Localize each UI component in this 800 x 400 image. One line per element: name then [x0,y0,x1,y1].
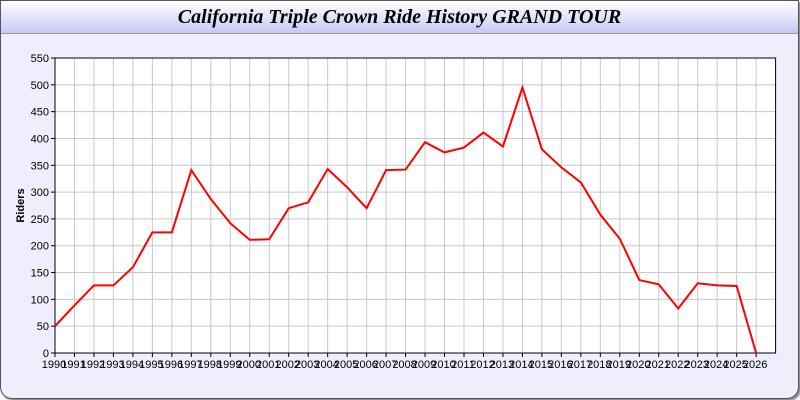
y-tick-label: 500 [31,80,49,92]
x-tick-label: 2005 [334,359,358,371]
x-tick-label: 1996 [159,359,183,371]
x-tick-label: 2001 [256,359,280,371]
x-tick-label: 2010 [431,359,455,371]
y-tick-label: 400 [31,133,49,145]
y-axis-label: Riders [15,188,27,222]
x-tick-label: 2016 [548,359,572,371]
x-tick-label: 2015 [529,359,553,371]
y-tick-label: 150 [31,268,49,280]
x-tick-label: 2019 [607,359,631,371]
x-tick-label: 2025 [723,359,747,371]
x-tick-label: 2004 [314,359,338,371]
x-tick-label: 2024 [704,359,728,371]
x-tick-label: 1992 [81,359,105,371]
x-tick-label: 2003 [295,359,319,371]
plot-border [54,57,777,354]
x-tick-label: 2022 [665,359,689,371]
x-tick-label: 1999 [217,359,241,371]
x-tick-label: 1997 [178,359,202,371]
x-tick-label: 2017 [568,359,592,371]
x-tick-label: 2018 [587,359,611,371]
x-tick-label: 1994 [120,359,144,371]
x-tick-label: 2021 [646,359,670,371]
y-tick-label: 550 [31,53,49,65]
y-tick-label: 350 [31,160,49,172]
x-tick-label: 2009 [412,359,436,371]
y-tick-label: 450 [31,107,49,119]
plot-area [55,58,776,353]
title-bar: California Triple Crown Ride History GRA… [1,1,798,34]
x-tick-label: 2000 [237,359,261,371]
y-tick-label: 50 [37,321,49,333]
x-tick-label: 2011 [451,359,475,371]
x-tick-label: 2020 [626,359,650,371]
x-tick-label: 1998 [198,359,222,371]
x-tick-label: 1991 [61,359,85,371]
y-tick-label: 300 [31,187,49,199]
y-tick-label: 0 [43,348,49,360]
x-tick-label: 2008 [392,359,416,371]
x-tick-label: 1995 [139,359,163,371]
x-tick-label: 2023 [684,359,708,371]
x-tick-label: 2002 [275,359,299,371]
x-tick-label: 2014 [509,359,533,371]
chart-title: California Triple Crown Ride History GRA… [177,6,622,28]
x-tick-label: 2012 [470,359,494,371]
x-tick-label: 2006 [353,359,377,371]
y-tick-label: 100 [31,294,49,306]
x-tick-label: 2026 [743,359,767,371]
x-tick-label: 1990 [42,359,66,371]
x-tick-label: 2007 [373,359,397,371]
x-tick-label: 2013 [490,359,514,371]
y-tick-label: 200 [31,241,49,253]
x-tick-label: 1993 [100,359,124,371]
y-tick-label: 250 [31,214,49,226]
